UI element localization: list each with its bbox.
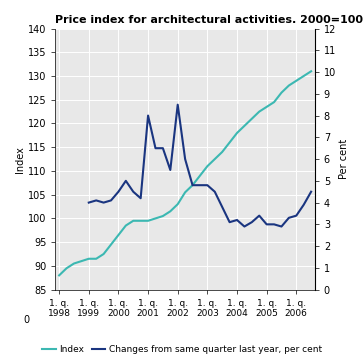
Y-axis label: Index: Index bbox=[15, 146, 25, 173]
Text: Price index for architectural activities. 2000=100: Price index for architectural activities… bbox=[55, 15, 363, 25]
Legend: Index, Changes from same quarter last year, per cent: Index, Changes from same quarter last ye… bbox=[39, 341, 325, 358]
Text: 0: 0 bbox=[23, 315, 29, 325]
Y-axis label: Per cent: Per cent bbox=[339, 139, 349, 179]
